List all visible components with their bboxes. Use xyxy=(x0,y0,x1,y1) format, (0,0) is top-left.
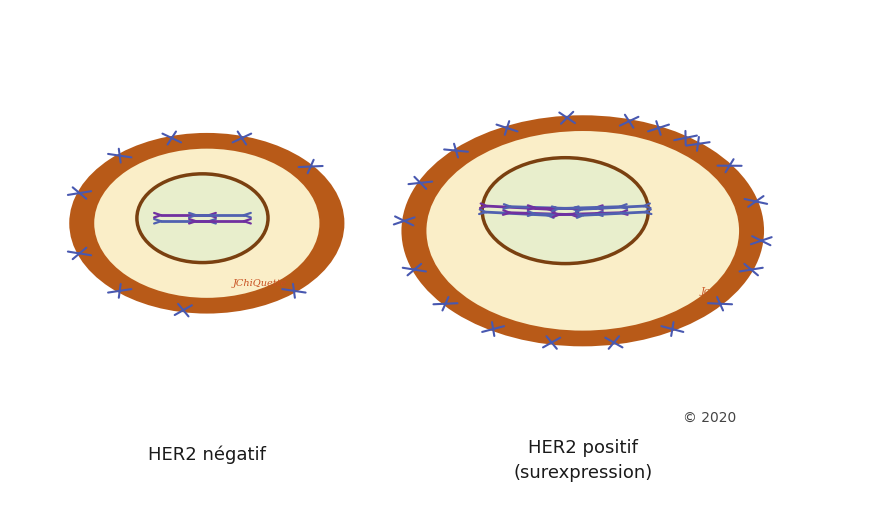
Text: HER2 négatif: HER2 négatif xyxy=(148,446,266,464)
Ellipse shape xyxy=(425,130,740,332)
Text: JChiQuette: JChiQuette xyxy=(232,279,287,288)
Text: HER2 positif: HER2 positif xyxy=(528,439,638,457)
Ellipse shape xyxy=(93,148,320,299)
Text: (surexpression): (surexpression) xyxy=(513,464,652,482)
Ellipse shape xyxy=(403,117,762,344)
Ellipse shape xyxy=(137,174,268,263)
Text: Jc: Jc xyxy=(701,287,709,296)
Ellipse shape xyxy=(482,158,648,264)
Text: © 2020: © 2020 xyxy=(683,410,736,424)
Ellipse shape xyxy=(71,135,342,311)
